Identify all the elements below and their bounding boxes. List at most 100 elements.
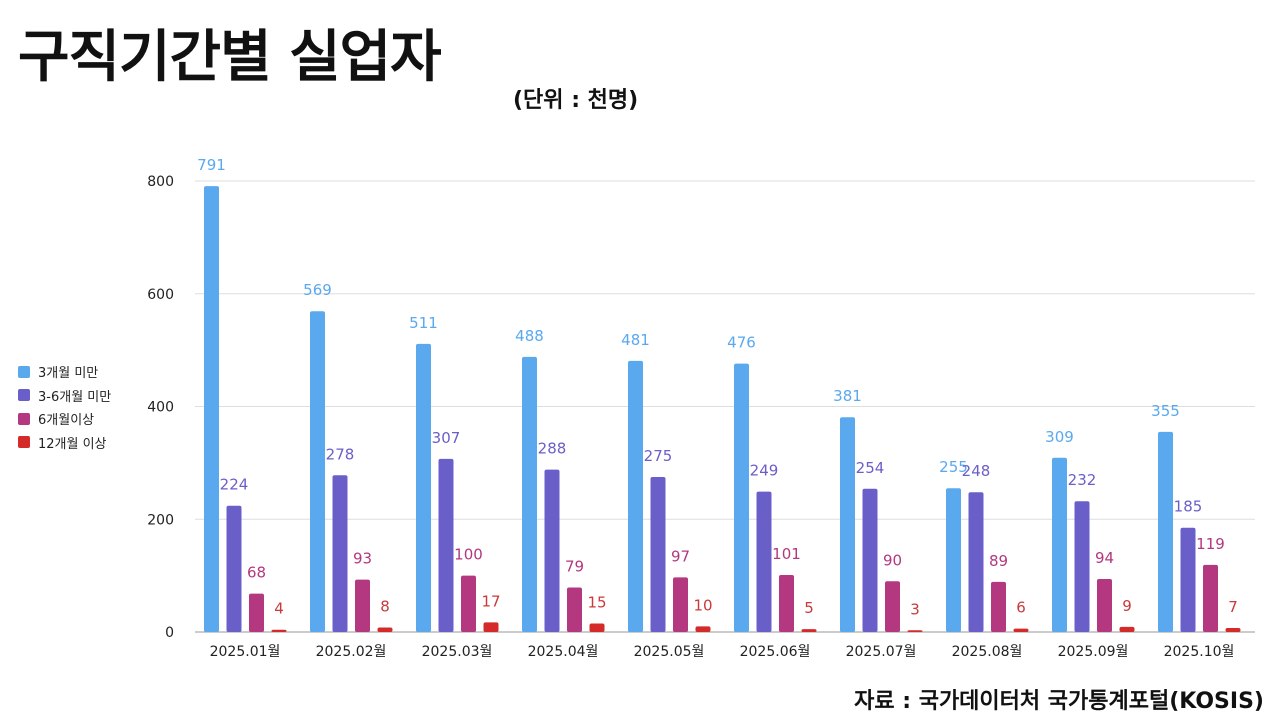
bar [483, 622, 499, 632]
bar [628, 360, 643, 632]
y-tick-label: 600 [147, 287, 174, 303]
bar [1052, 457, 1067, 632]
data-label: 6 [1016, 599, 1026, 617]
data-label: 97 [671, 547, 690, 565]
data-label: 278 [326, 445, 355, 463]
data-label: 488 [515, 327, 544, 345]
bar [567, 587, 582, 632]
data-label: 10 [693, 596, 712, 614]
bar [756, 491, 772, 632]
x-tick-label: 2025.04월 [528, 644, 599, 660]
data-label: 569 [303, 281, 332, 299]
bar [734, 363, 749, 632]
data-label: 17 [481, 592, 500, 610]
bar [310, 311, 325, 632]
data-label: 288 [538, 440, 567, 458]
bar [204, 186, 219, 633]
data-label: 476 [727, 334, 756, 352]
data-label: 15 [587, 594, 606, 612]
data-label: 511 [409, 314, 438, 332]
data-label: 4 [274, 600, 284, 618]
data-label: 3 [910, 600, 920, 618]
bar [589, 623, 605, 632]
bar [907, 630, 923, 632]
bar [1119, 626, 1135, 632]
y-tick-label: 0 [165, 625, 174, 641]
legend-label: 3-6개월 미만 [38, 389, 112, 405]
legend-label: 6개월이상 [38, 413, 95, 429]
bar [1180, 527, 1196, 632]
data-label: 255 [939, 458, 968, 476]
x-tick-label: 2025.06월 [740, 644, 811, 660]
bar [991, 581, 1006, 632]
bar [946, 488, 961, 632]
data-label: 249 [750, 462, 779, 480]
data-label: 9 [1122, 597, 1132, 615]
y-tick-label: 800 [147, 174, 174, 190]
bar [544, 469, 560, 632]
data-label: 79 [565, 557, 584, 575]
bar [249, 593, 264, 632]
bar [271, 629, 287, 632]
data-label: 93 [353, 550, 372, 568]
bar [650, 476, 666, 632]
bar [801, 629, 817, 632]
legend-item: 3-6개월 미만 [18, 384, 111, 408]
bar [885, 581, 900, 632]
y-tick-label: 400 [147, 400, 174, 416]
data-label: 248 [962, 462, 991, 480]
bar [779, 575, 794, 632]
bar [968, 492, 984, 632]
legend-swatch [18, 365, 30, 378]
x-tick-label: 2025.08월 [952, 644, 1023, 660]
bar [1097, 579, 1112, 632]
data-label: 232 [1068, 471, 1097, 489]
bar [1074, 501, 1090, 632]
data-label: 94 [1095, 549, 1114, 567]
bar [1158, 431, 1173, 632]
x-tick-label: 2025.10월 [1164, 644, 1235, 660]
legend-swatch [18, 389, 30, 402]
legend-label: 12개월 이상 [38, 436, 107, 452]
data-label: 119 [1196, 535, 1225, 553]
bar [862, 488, 878, 632]
bar [226, 505, 242, 632]
legend-label: 3개월 미만 [38, 366, 99, 382]
data-label: 309 [1045, 428, 1074, 446]
data-label: 8 [380, 597, 390, 615]
x-tick-label: 2025.02월 [316, 644, 387, 660]
data-label: 185 [1174, 498, 1203, 516]
x-tick-label: 2025.09월 [1058, 644, 1129, 660]
unit-label: (단위 : 천명) [513, 88, 639, 113]
x-tick-label: 2025.01월 [210, 644, 281, 660]
source-note: 자료 : 국가데이터처 국가통계포털(KOSIS) [854, 689, 1264, 714]
y-tick-label: 200 [147, 512, 174, 528]
bar [840, 417, 855, 632]
x-tick-label: 2025.05월 [634, 644, 705, 660]
data-label: 89 [989, 552, 1008, 570]
bar [332, 475, 348, 632]
bar [377, 627, 393, 632]
bar [673, 577, 688, 632]
legend-swatch [18, 412, 30, 425]
legend-swatch [18, 436, 30, 449]
page-title: 구직기간별 실업자 [18, 25, 442, 90]
bar [1203, 564, 1218, 632]
data-label: 224 [220, 476, 249, 494]
data-label: 355 [1151, 402, 1180, 420]
x-tick-label: 2025.03월 [422, 644, 493, 660]
legend-item: 12개월 이상 [18, 431, 111, 455]
bar [438, 458, 454, 632]
x-tick-label: 2025.07월 [846, 644, 917, 660]
bar [695, 626, 711, 632]
bar [461, 575, 476, 632]
data-label: 481 [621, 331, 650, 349]
legend-item: 3개월 미만 [18, 360, 111, 384]
legend: 3개월 미만 3-6개월 미만 6개월이상 12개월 이상 [18, 360, 111, 454]
bar [355, 579, 370, 632]
data-label: 254 [856, 459, 885, 477]
bar [522, 356, 537, 632]
data-label: 7 [1228, 598, 1238, 616]
data-label: 5 [804, 599, 814, 617]
